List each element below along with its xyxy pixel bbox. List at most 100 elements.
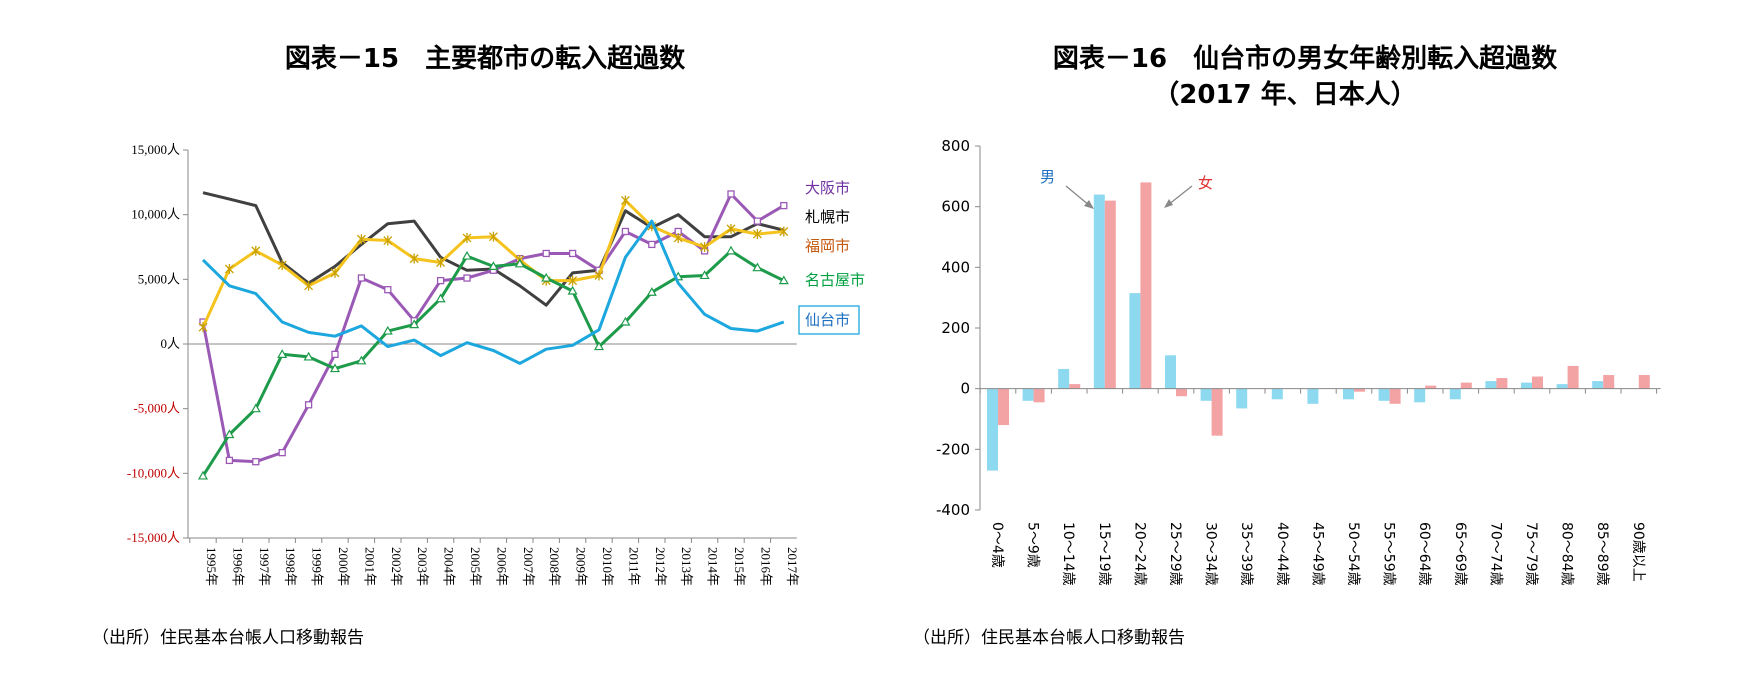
chart1-point	[436, 276, 445, 285]
chart2-x-tick-label: 75～79歳	[1523, 522, 1539, 586]
chart1-point	[384, 286, 392, 294]
chart1-point	[620, 195, 630, 206]
chart1-y-tick-label: -10,000人	[127, 465, 180, 480]
chart1-point	[593, 341, 605, 351]
chart1-point	[435, 293, 446, 303]
chart2-bar	[1389, 388, 1401, 404]
chart1-point	[461, 250, 473, 260]
chart1-point	[514, 258, 525, 268]
chart2-x-tick-label: 0～4歳	[989, 522, 1005, 568]
chart2-bar	[1069, 384, 1081, 389]
chart2-bar	[1603, 375, 1615, 389]
chart1-x-tick-label: 2013年	[679, 547, 694, 586]
chart2-arrow-female	[1167, 185, 1193, 206]
chart1-x-tick-label: 1998年	[283, 547, 298, 586]
chart2-x-tick-label: 65～69歳	[1452, 522, 1468, 586]
chart1-point	[356, 234, 366, 245]
chart2-x-tick-label: 25～29歳	[1167, 522, 1183, 586]
chart2-series-label-female: 女	[1198, 174, 1213, 192]
chart1-plot: 15,000人 10,000人 5,000人 0人 -5,000人 -10,000人 -15…	[127, 142, 865, 586]
chart2-x-tick-label: 80～84歳	[1559, 522, 1575, 586]
chart1-x-tick-label: 2009年	[574, 547, 589, 586]
chart1-x-tick-label: 2014年	[706, 547, 721, 586]
chart1-x-tick-label: 2012年	[653, 547, 668, 586]
chart1-x-tick-label: 2008年	[547, 547, 562, 586]
chart2-bar	[1236, 388, 1248, 409]
chart1-point	[250, 403, 261, 413]
chart1-series-label: 福岡市	[805, 237, 850, 255]
chart1-point	[752, 229, 762, 240]
chart1-point	[252, 458, 260, 466]
chart1-x-tick-label: 2011年	[626, 547, 641, 586]
chart2-bar	[1033, 388, 1045, 403]
chart1-point	[409, 253, 419, 264]
chart1-series-label: 仙台市	[805, 311, 850, 329]
chart1-y-tick-label: 0人	[160, 336, 180, 351]
chart1-point	[303, 351, 314, 361]
chart1-x-tick-label: 2002年	[389, 547, 404, 586]
chart2-arrowhead-female	[1164, 199, 1173, 208]
chart1-x-tick-label: 2005年	[468, 547, 483, 586]
chart1-point	[462, 232, 472, 243]
chart1-point	[357, 274, 366, 282]
chart2-x-tick-label: 70～74歳	[1487, 522, 1503, 586]
chart1-x-tick-label: 1995年	[204, 547, 219, 586]
chart1-series-label-box	[798, 305, 860, 335]
chart2-x-tick-label: 50～54歳	[1345, 522, 1361, 586]
chart2-bar	[1521, 382, 1532, 389]
chart2-bar	[1414, 388, 1426, 403]
chart1-point	[699, 270, 710, 280]
chart1-x-tick-label: 2010年	[600, 547, 615, 586]
chart1-x-tick-label: 1997年	[257, 547, 272, 586]
chart1-point	[726, 223, 736, 234]
chart2-subtitle: （2017 年、日本人）	[1153, 79, 1416, 110]
chart1-point	[727, 190, 735, 198]
chart1-x-tick-label: 2006年	[494, 547, 509, 586]
chart1-point	[673, 232, 683, 243]
chart1-point	[225, 456, 234, 465]
chart1-point	[648, 240, 656, 249]
chart1-point	[646, 287, 657, 296]
chart2-x-tick-label: 90歳以上	[1630, 522, 1646, 582]
chart2-x-tick-label: 10～14歳	[1060, 522, 1076, 586]
chart2-x-tick-label: 55～59歳	[1381, 522, 1397, 586]
chart1-x-tick-label: 2015年	[732, 547, 747, 586]
chart1-point	[621, 227, 630, 236]
chart2-x-tick-label: 15～19歳	[1096, 522, 1112, 586]
chart2-x-tick-label: 5～9歳	[1025, 522, 1041, 568]
chart2-plot: 800 600 400 200 0 -200 -400 0～4歳 5～9歳 10～14歳 15～19…	[936, 137, 1661, 586]
chart1-point	[436, 257, 446, 268]
chart2-arrowhead-male	[1084, 200, 1094, 209]
chart1-point	[277, 349, 288, 358]
chart2-x-tick-label: 45～49歳	[1309, 522, 1325, 586]
chart2-bar	[1567, 365, 1579, 389]
chart2-bar	[1093, 194, 1105, 389]
chart1-point	[304, 401, 313, 409]
chart1-point	[568, 275, 578, 286]
chart1-point	[330, 267, 340, 278]
chart2-series-label-male: 男	[1040, 168, 1055, 186]
chart2-bar	[1307, 388, 1319, 404]
chart2-x-tick-label: 20～24歳	[1131, 522, 1147, 586]
chart1-x-tick-label: 2007年	[521, 547, 536, 586]
chart1-point	[752, 262, 763, 272]
chart1-point	[780, 201, 788, 210]
chart1-x-tick-label: 2017年	[785, 547, 800, 586]
chart1-x-tick-label: 2016年	[758, 547, 773, 586]
chart2-y-tick-label: -200	[936, 440, 970, 458]
chart1-series-label: 名古屋市	[805, 271, 865, 289]
chart2-bar	[1271, 388, 1283, 400]
chart1-point	[198, 322, 208, 333]
chart2-bar	[1200, 388, 1212, 401]
chart1-x-tick-label: 2001年	[362, 547, 377, 586]
chart1-x-tick-label: 2003年	[415, 547, 430, 586]
chart1-point	[778, 275, 789, 285]
chart2-bar	[1496, 378, 1508, 389]
chart1-point	[700, 242, 710, 252]
chart2-title: 図表－16 仙台市の男女年齢別転入超過数	[1053, 43, 1558, 74]
chart1-point	[567, 285, 578, 295]
chart1-point	[725, 245, 737, 255]
chart2-bar	[1343, 388, 1354, 400]
chart1-x-tick-label: 1999年	[310, 547, 325, 586]
